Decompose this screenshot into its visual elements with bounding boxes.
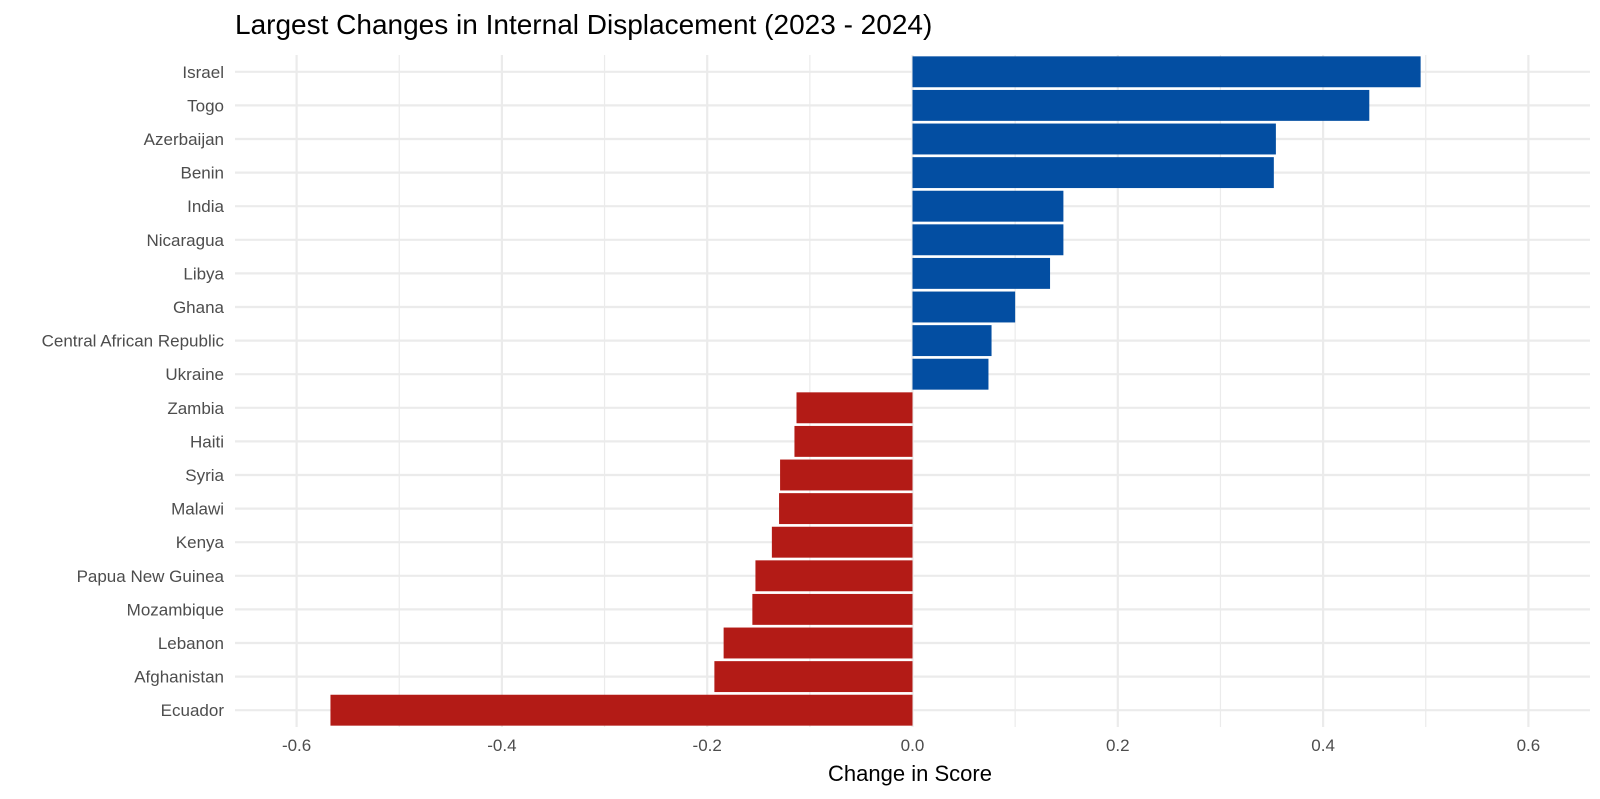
bar-ukraine: [912, 358, 989, 390]
y-tick-label: Libya: [183, 264, 224, 283]
bar-libya: [912, 257, 1051, 289]
x-tick-label: -0.2: [693, 736, 722, 755]
y-tick-label: Ukraine: [165, 365, 224, 384]
y-tick-label: Papua New Guinea: [77, 567, 225, 586]
y-tick-label: Central African Republic: [42, 332, 225, 351]
bar-afghanistan: [714, 661, 913, 693]
bar-malawi: [779, 493, 913, 525]
bar-papua-new-guinea: [755, 560, 913, 592]
y-tick-label: Nicaragua: [147, 231, 225, 250]
bar-israel: [912, 56, 1421, 88]
y-tick-label: Afghanistan: [134, 668, 224, 687]
bar-togo: [912, 89, 1370, 121]
y-tick-label: Ghana: [173, 298, 225, 317]
y-tick-label: Syria: [185, 466, 224, 485]
y-tick-label: India: [187, 197, 224, 216]
x-tick-label: 0.0: [901, 736, 925, 755]
bar-central-african-republic: [912, 325, 992, 357]
bar-ghana: [912, 291, 1016, 323]
y-tick-label: Malawi: [171, 500, 224, 519]
y-tick-label: Kenya: [176, 533, 225, 552]
chart-title: Largest Changes in Internal Displacement…: [235, 9, 932, 40]
bars: [330, 56, 1421, 726]
bar-azerbaijan: [912, 123, 1276, 155]
bar-india: [912, 190, 1064, 222]
bar-zambia: [796, 392, 913, 424]
x-tick-label: -0.6: [282, 736, 311, 755]
x-axis-title: Change in Score: [828, 761, 992, 786]
x-tick-label: 0.6: [1517, 736, 1541, 755]
y-tick-label: Togo: [187, 96, 224, 115]
bar-lebanon: [723, 627, 913, 659]
y-tick-label: Azerbaijan: [144, 130, 224, 149]
y-tick-label: Mozambique: [127, 600, 224, 619]
y-tick-label: Israel: [182, 63, 224, 82]
y-tick-label: Ecuador: [161, 701, 225, 720]
x-tick-label: 0.4: [1311, 736, 1335, 755]
bar-nicaragua: [912, 224, 1064, 256]
x-tick-label: 0.2: [1106, 736, 1130, 755]
bar-syria: [780, 459, 913, 491]
grid: [235, 55, 1590, 727]
bar-kenya: [771, 526, 913, 558]
y-tick-label: Benin: [181, 164, 224, 183]
x-tick-labels: -0.6 -0.4 -0.2 0.0 0.2 0.4 0.6: [282, 736, 1540, 755]
bar-ecuador: [330, 694, 913, 726]
y-tick-label: Zambia: [167, 399, 224, 418]
bar-haiti: [794, 425, 913, 457]
y-tick-labels: Israel Togo Azerbaijan Benin India Nicaragua L…: [42, 63, 225, 720]
bar-mozambique: [752, 593, 913, 625]
y-tick-label: Lebanon: [158, 634, 224, 653]
bar-benin: [912, 157, 1274, 189]
y-tick-label: Haiti: [190, 432, 224, 451]
x-tick-label: -0.4: [487, 736, 516, 755]
